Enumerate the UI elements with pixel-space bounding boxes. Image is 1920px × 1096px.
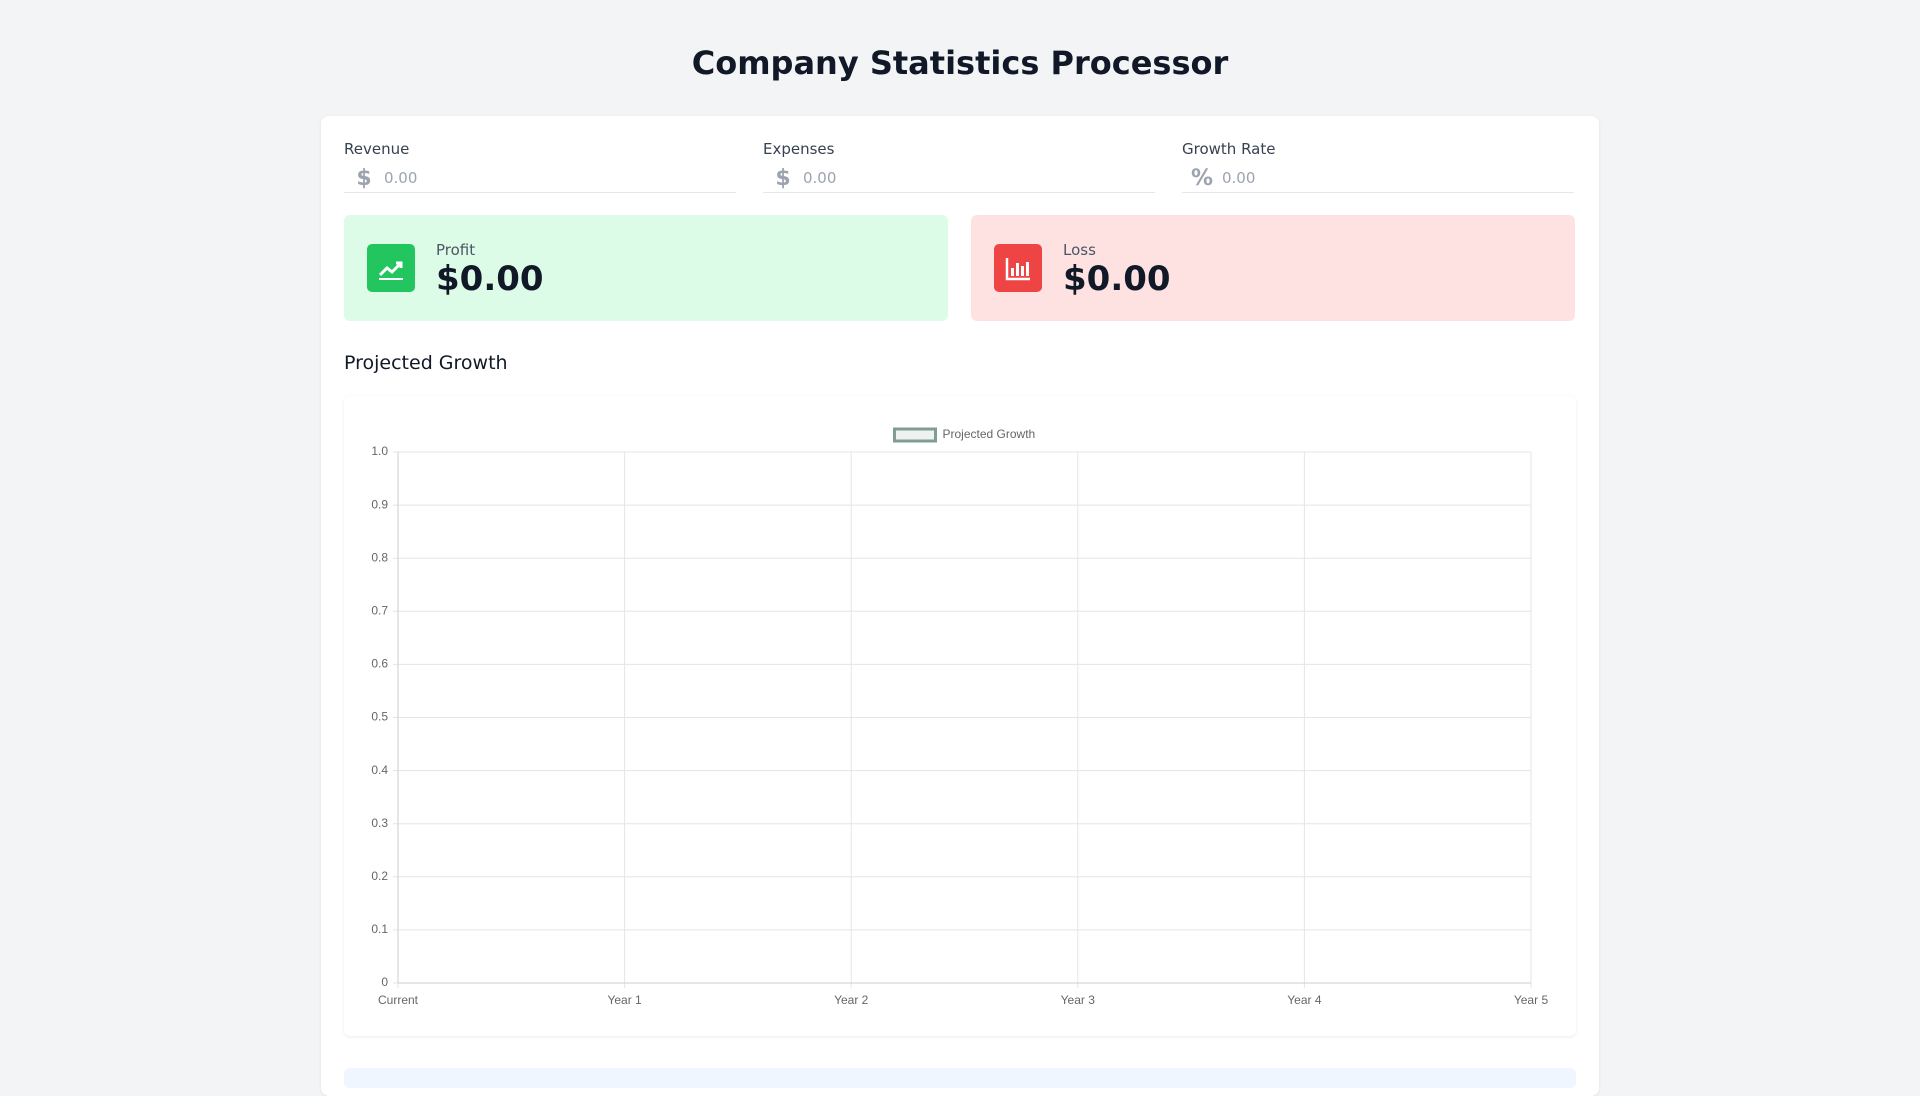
y-tick-label: 0.9: [371, 497, 388, 511]
x-tick-label: Year 5: [1514, 993, 1549, 1007]
y-tick-label: 0.3: [371, 816, 388, 830]
chart: 0 0.1 0.2 0.3 0.4 0.5 0.6 0.7 0.8 0.9 1.0 Current Ye…: [371, 427, 1549, 1007]
placeholder: 0.00: [1222, 169, 1256, 187]
profit-card: Profit $0.00: [344, 215, 948, 321]
input-field[interactable]: % 0.00: [1182, 164, 1574, 193]
y-tick-label: 0.8: [371, 550, 388, 564]
input-field[interactable]: $0.00: [763, 164, 1155, 193]
growth-input[interactable]: Growth Rate % 0.00: [1182, 140, 1574, 193]
input-label: Growth Rate: [1182, 140, 1276, 158]
legend-swatch: [893, 427, 937, 443]
x-tick-label: Year 2: [834, 993, 869, 1007]
profit-icon: [367, 244, 415, 292]
card-value: $0.00: [1063, 259, 1171, 299]
y-tick-label: 0.5: [371, 710, 388, 724]
info-box: [344, 1068, 1576, 1088]
card-label: Profit: [436, 241, 476, 259]
x-tick-label: Year 3: [1061, 993, 1096, 1007]
placeholder: 0.00: [803, 169, 837, 187]
input-icon: $: [356, 165, 372, 191]
y-tick-label: 0.1: [371, 922, 388, 936]
input-label: Revenue: [344, 140, 410, 158]
y-tick-label: 1.0: [371, 444, 388, 458]
input-icon: $: [775, 165, 791, 191]
card-value: $0.00: [436, 259, 544, 299]
loss-icon: [994, 244, 1042, 292]
y-tick-label: 0.6: [371, 657, 388, 671]
chart-card: 0 0.1 0.2 0.3 0.4 0.5 0.6 0.7 0.8 0.9 1.0 Current Ye…: [344, 396, 1576, 1036]
section-title: Projected Growth: [344, 352, 508, 374]
input-label: Expenses: [763, 140, 835, 158]
legend-label: Projected Growth: [943, 427, 1036, 441]
x-tick-label: Current: [378, 993, 419, 1007]
input-icon: %: [1190, 165, 1214, 191]
card-label: Loss: [1063, 241, 1096, 259]
expenses-input[interactable]: Expenses $0.00: [763, 140, 1155, 193]
y-tick-label: 0.7: [371, 603, 388, 617]
y-tick-label: 0.2: [371, 869, 388, 883]
y-tick-label: 0.4: [371, 763, 388, 777]
placeholder: 0.00: [384, 169, 418, 187]
y-tick-label: 0: [381, 975, 388, 989]
input-field[interactable]: $0.00: [344, 164, 736, 193]
x-tick-label: Year 4: [1287, 993, 1322, 1007]
page-title: Company Statistics Processor: [691, 44, 1229, 82]
loss-card: Loss $0.00: [971, 215, 1575, 321]
x-tick-label: Year 1: [607, 993, 642, 1007]
revenue-input[interactable]: Revenue $0.00: [344, 140, 736, 193]
